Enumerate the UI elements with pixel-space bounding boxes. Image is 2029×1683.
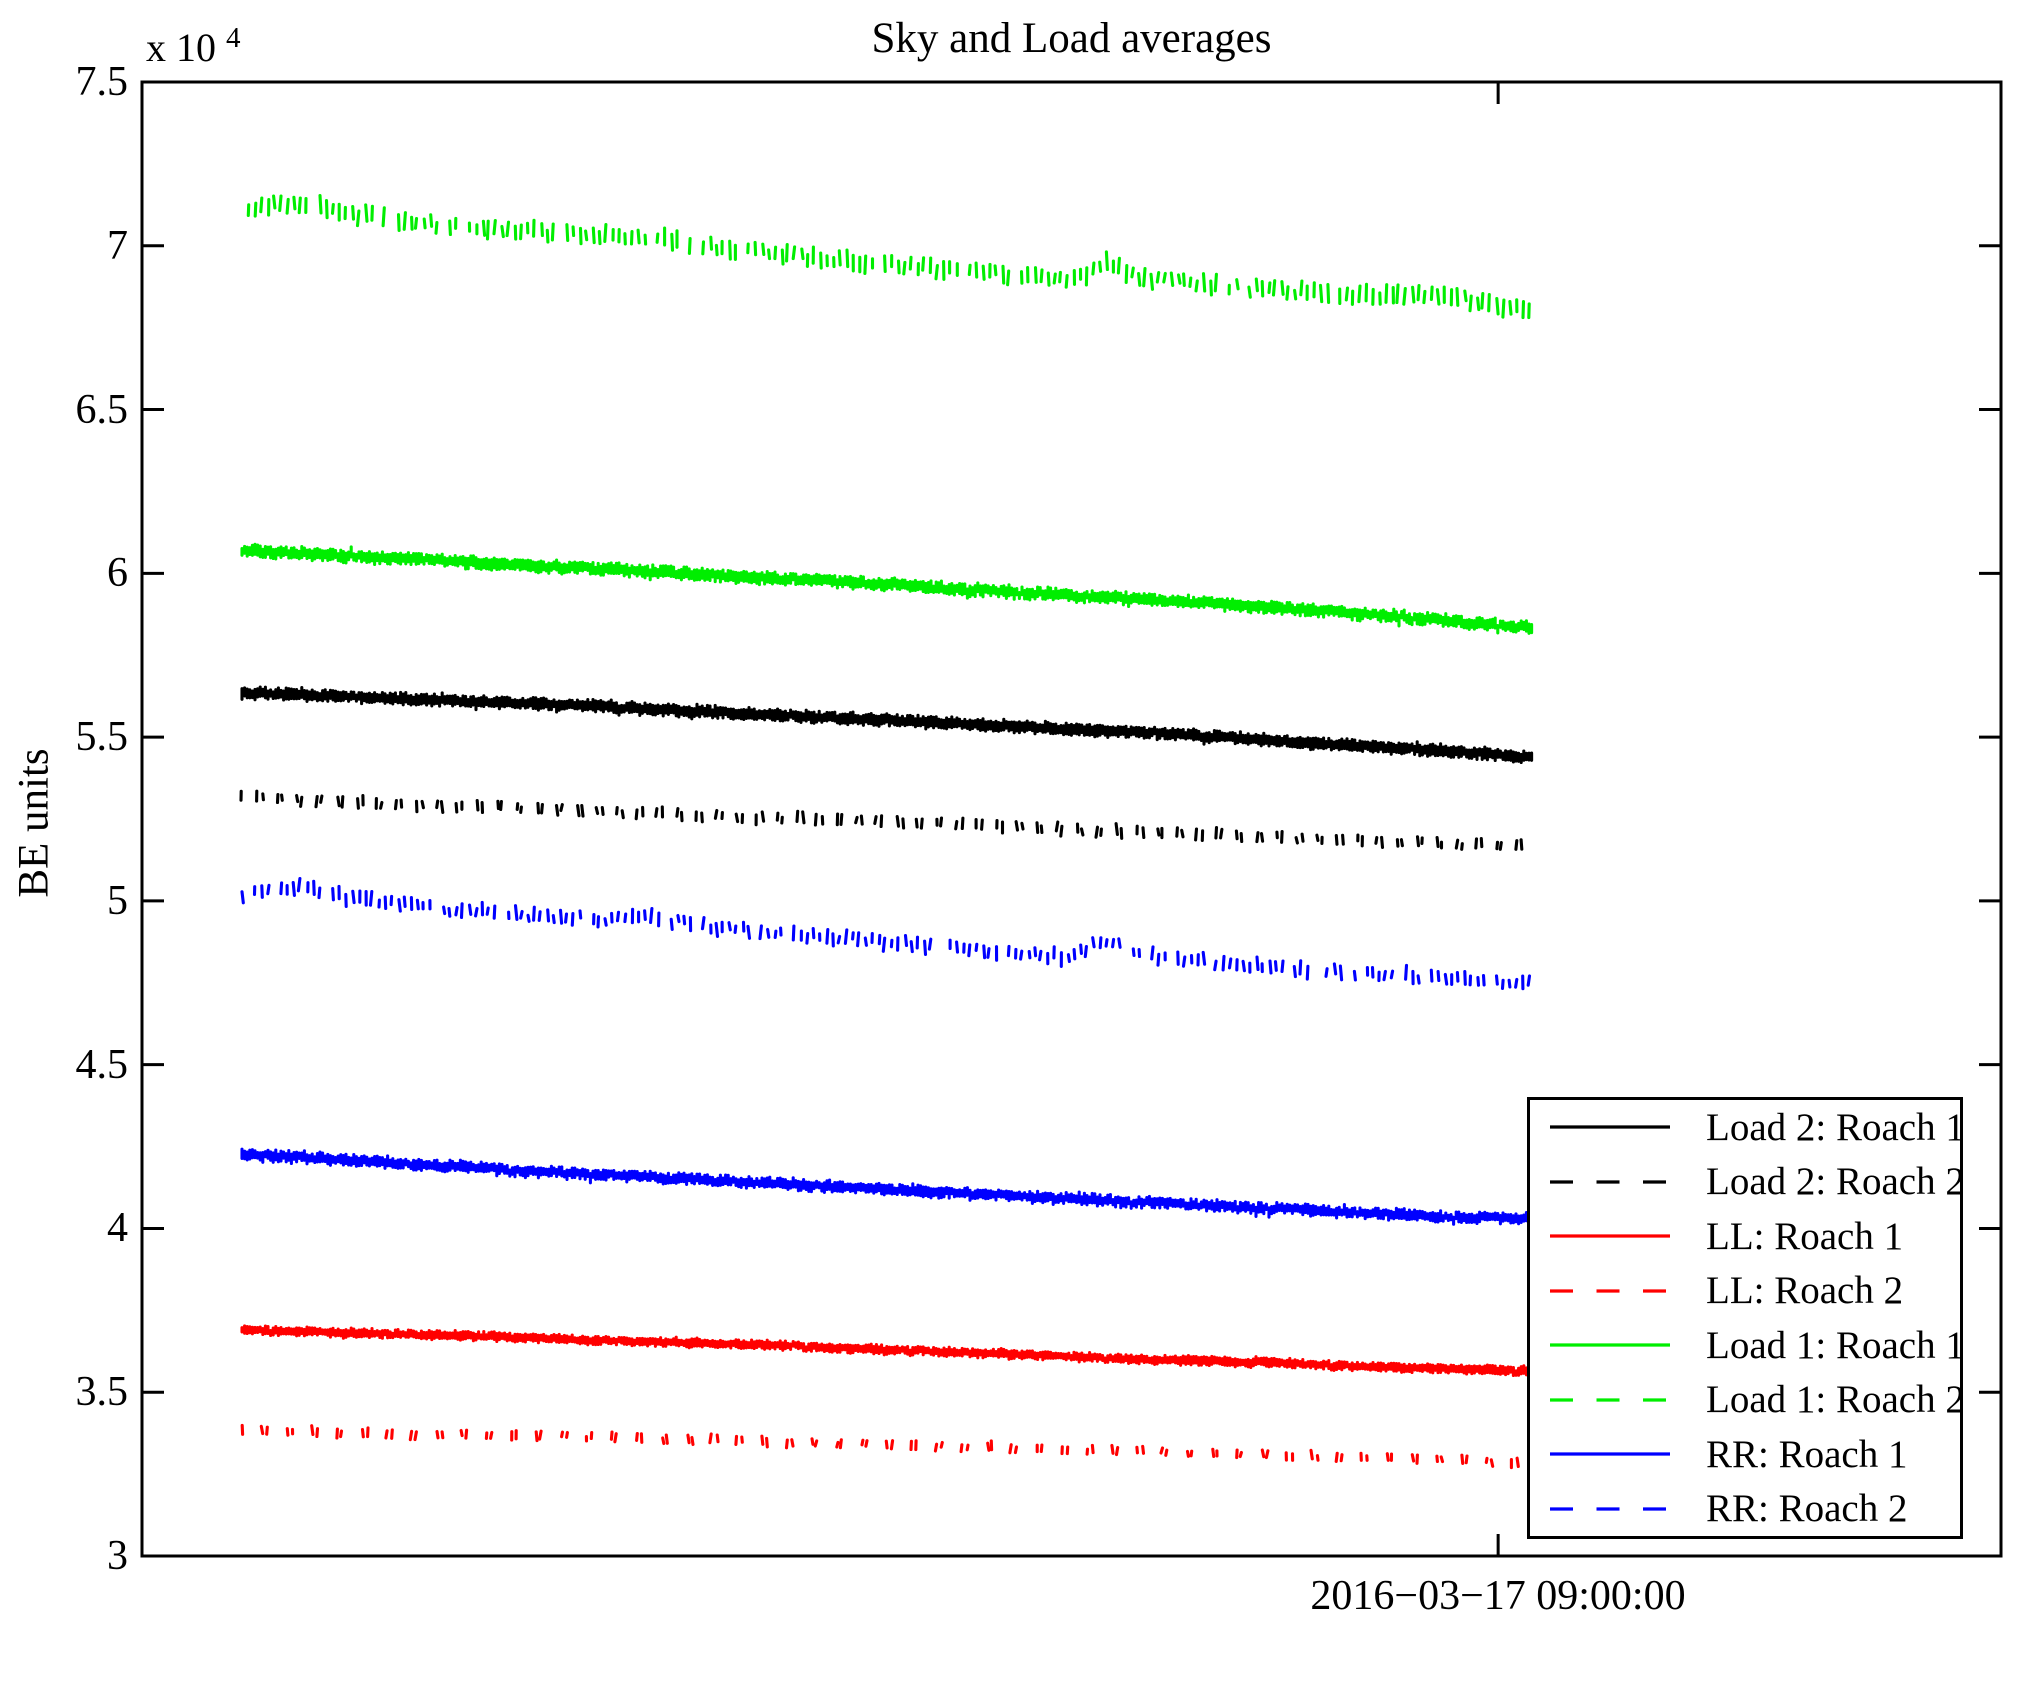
- y-axis-exponent-power: 4: [226, 22, 241, 54]
- legend-label: RR: Roach 2: [1706, 1487, 1908, 1530]
- y-tick-label-6.5: 6.5: [75, 386, 129, 433]
- series-rr-roach2: [240, 877, 1532, 991]
- legend-entry: RR: Roach 2: [1530, 1482, 1960, 1536]
- legend-swatch-solid: [1550, 1234, 1670, 1238]
- legend-label: Load 2: Roach 1: [1706, 1105, 1965, 1149]
- y-tick-label-7: 7: [107, 222, 128, 269]
- legend-entry: Load 1: Roach 2: [1530, 1373, 1965, 1427]
- y-tick-label-5: 5: [107, 877, 128, 924]
- legend-swatch-dashed: [1550, 1289, 1670, 1293]
- legend-swatch-dashed: [1550, 1180, 1670, 1184]
- x-tick-label: 2016−03−17 09:00:00: [1310, 1573, 1686, 1619]
- legend-swatch-dashed: [1550, 1398, 1670, 1402]
- legend-entry: Load 1: Roach 1: [1530, 1318, 1965, 1372]
- series-ll-roach2: [240, 1423, 1520, 1470]
- y-tick-label-4: 4: [107, 1205, 128, 1252]
- legend-label: Load 2: Roach 2: [1706, 1160, 1965, 1204]
- series-rr-roach1: [240, 1147, 1534, 1226]
- legend-entry: Load 2: Roach 2: [1530, 1155, 1965, 1209]
- chart-title: Sky and Load averages: [871, 15, 1272, 62]
- axis-ticks: [142, 80, 2001, 1558]
- series-load1-roach2: [246, 193, 1531, 320]
- y-tick-label-3.5: 3.5: [75, 1369, 129, 1416]
- axes-frame: [140, 80, 2003, 1558]
- legend-label: LL: Roach 2: [1706, 1269, 1904, 1313]
- y-tick-label-4.5: 4.5: [75, 1041, 129, 1088]
- y-tick-label-6: 6: [107, 550, 128, 597]
- y-axis-exponent: x 10 4: [146, 22, 241, 71]
- series-load1-roach1: [240, 542, 1534, 635]
- series-ll-roach1: [240, 1324, 1534, 1378]
- y-tick-label-7.5: 7.5: [75, 59, 129, 105]
- legend-label: Load 1: Roach 1: [1706, 1323, 1965, 1367]
- legend-swatch-solid: [1550, 1343, 1670, 1347]
- y-tick-label-5.5: 5.5: [75, 714, 129, 761]
- legend-label: LL: Roach 1: [1706, 1214, 1904, 1258]
- y-tick-label-3: 3: [107, 1533, 128, 1579]
- legend-label: RR: Roach 1: [1706, 1432, 1908, 1476]
- y-axis-exponent-prefix: x 10: [146, 25, 216, 70]
- legend-entry: RR: Roach 1: [1530, 1427, 1960, 1481]
- legend-swatch-solid: [1550, 1125, 1670, 1130]
- legend-entry: LL: Roach 2: [1530, 1264, 1960, 1318]
- series-load2-roach1: [240, 685, 1534, 765]
- legend-entry: LL: Roach 1: [1530, 1209, 1960, 1263]
- legend-swatch-dashed: [1550, 1506, 1670, 1511]
- legend-box: Load 2: Roach 1 Load 2: Roach 2 LL: Roach …: [1527, 1097, 1965, 1539]
- legend-label: Load 1: Roach 2: [1706, 1378, 1965, 1422]
- series-load2-roach2: [239, 789, 1524, 851]
- legend-entry: Load 2: Roach 1: [1530, 1100, 1965, 1154]
- legend-swatch-solid: [1550, 1452, 1670, 1456]
